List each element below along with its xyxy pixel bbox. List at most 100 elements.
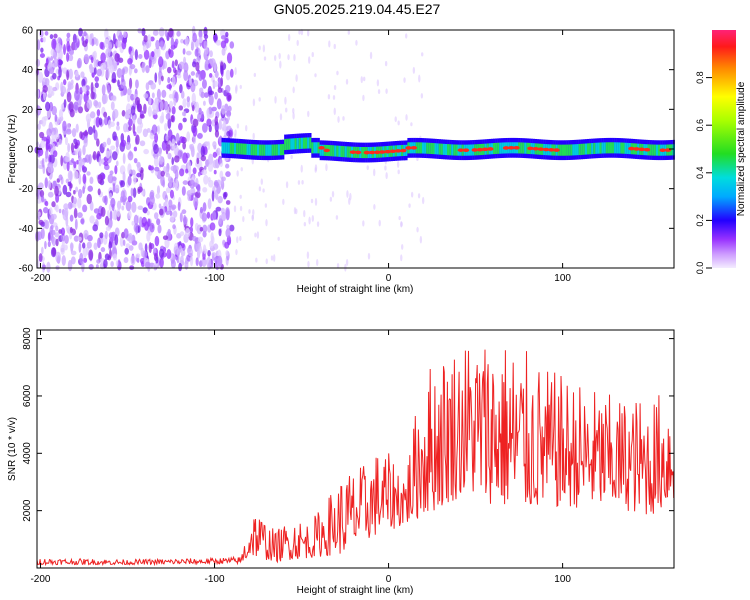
- signal-band-inner: [254, 144, 258, 156]
- noise-blob: [97, 237, 101, 249]
- noise-blob: [120, 180, 126, 188]
- noise-blob: [224, 130, 227, 139]
- signal-band-inner: [426, 142, 429, 154]
- noise-blob: [130, 50, 135, 56]
- noise-blob: [101, 84, 106, 96]
- noise-blob: [130, 169, 136, 176]
- noise-blob: [75, 186, 79, 193]
- noise-blob: [103, 160, 109, 167]
- noise-blob: [127, 93, 131, 103]
- noise-blob: [73, 170, 79, 180]
- noise-blob: [46, 128, 52, 137]
- faint-noise-blob: [265, 219, 268, 227]
- noise-blob: [58, 108, 64, 120]
- signal-band-inner: [227, 142, 231, 154]
- noise-blob: [190, 82, 196, 93]
- faint-noise-blob: [306, 251, 310, 259]
- faint-noise-blob: [295, 74, 298, 82]
- noise-blob: [221, 176, 226, 182]
- noise-blob: [87, 185, 94, 192]
- noise-blob: [90, 56, 94, 64]
- noise-blob: [173, 145, 179, 153]
- faint-noise-blob: [279, 60, 282, 69]
- signal-peak: [318, 146, 325, 150]
- noise-blob: [168, 179, 173, 188]
- signal-band-inner: [279, 144, 283, 156]
- noise-blob: [69, 214, 74, 222]
- noise-blob: [201, 111, 204, 121]
- signal-band-inner: [273, 144, 276, 156]
- signal-band-inner: [601, 142, 604, 154]
- noise-blob: [226, 224, 230, 230]
- faint-noise-blob: [256, 231, 260, 239]
- noise-blob: [202, 202, 207, 212]
- noise-blob: [158, 73, 162, 86]
- noise-blob: [114, 52, 120, 62]
- faint-noise-blob: [333, 85, 337, 91]
- noise-blob: [82, 173, 87, 185]
- noise-blob: [63, 99, 67, 108]
- faint-noise-blob: [252, 132, 255, 140]
- noise-blob: [145, 82, 150, 91]
- noise-blob: [112, 131, 117, 141]
- noise-blob: [185, 168, 189, 174]
- noise-blob: [167, 228, 171, 236]
- noise-blob: [162, 235, 169, 240]
- signal-band-inner: [572, 144, 575, 156]
- noise-blob: [64, 156, 70, 163]
- noise-blob: [140, 247, 144, 257]
- noise-blob: [80, 218, 85, 225]
- noise-blob: [119, 31, 123, 39]
- noise-blob: [229, 68, 234, 78]
- faint-noise-blob: [292, 107, 295, 114]
- noise-blob: [60, 155, 64, 167]
- spectrogram-panel: -200 -100 0 100 60 40 20 0 -20 -40 -60 Height of s…: [7, 25, 675, 295]
- noise-blob: [78, 242, 82, 253]
- noise-blob: [125, 141, 132, 151]
- noise-blob: [81, 78, 86, 88]
- noise-blob: [125, 200, 132, 212]
- signal-band-inner: [421, 142, 425, 154]
- faint-noise-blob: [248, 209, 251, 214]
- noise-blob: [182, 152, 188, 164]
- noise-blob: [207, 198, 212, 210]
- noise-blob: [44, 31, 49, 36]
- noise-blob: [142, 207, 148, 214]
- noise-blob: [153, 247, 157, 253]
- noise-blob: [170, 37, 175, 49]
- noise-blob: [186, 100, 191, 108]
- noise-blob: [96, 259, 101, 264]
- noise-blob: [47, 232, 51, 242]
- noise-blob: [139, 114, 145, 119]
- noise-blob: [88, 249, 94, 261]
- noise-blob: [51, 38, 57, 50]
- faint-noise-blob: [397, 120, 400, 126]
- signal-band-inner: [564, 144, 567, 156]
- noise-blob: [67, 201, 73, 210]
- noise-blob: [178, 61, 185, 70]
- signal-peak: [508, 146, 515, 150]
- signal-band-inner: [622, 142, 625, 154]
- noise-blob: [99, 41, 104, 50]
- noise-blob: [218, 228, 222, 237]
- noise-blob: [97, 173, 103, 185]
- signal-band-inner: [344, 146, 348, 158]
- spectrogram-content: [34, 25, 675, 273]
- noise-blob: [96, 138, 100, 147]
- noise-blob: [66, 70, 70, 81]
- noise-blob: [168, 49, 174, 58]
- noise-blob: [219, 158, 223, 164]
- signal-peak: [548, 148, 555, 152]
- noise-blob: [202, 187, 208, 193]
- noise-blob: [58, 117, 62, 124]
- faint-noise-blob: [236, 170, 239, 177]
- noise-blob: [108, 192, 113, 199]
- noise-blob: [214, 129, 220, 138]
- signal-band-inner: [248, 144, 251, 156]
- noise-blob: [153, 143, 159, 154]
- noise-blob: [128, 118, 133, 127]
- faint-noise-blob: [314, 197, 318, 206]
- noise-blob: [184, 227, 191, 238]
- noise-blob: [37, 39, 41, 51]
- signal-peak: [368, 150, 376, 155]
